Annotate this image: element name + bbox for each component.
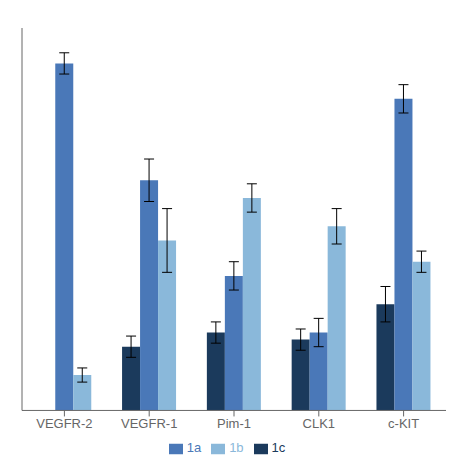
html-text:1b: 1b	[229, 440, 244, 456]
html-text:1c: 1c	[271, 440, 286, 456]
html-text:1a: 1a	[186, 440, 202, 456]
svg-text:c-KIT: c-KIT	[388, 416, 419, 431]
svg-text:VEGFR-2: VEGFR-2	[36, 416, 92, 431]
svg-text:CLK1: CLK1	[303, 416, 336, 431]
svg-text:Pim-1: Pim-1	[217, 416, 251, 431]
svg-text:VEGFR-1: VEGFR-1	[121, 416, 177, 431]
